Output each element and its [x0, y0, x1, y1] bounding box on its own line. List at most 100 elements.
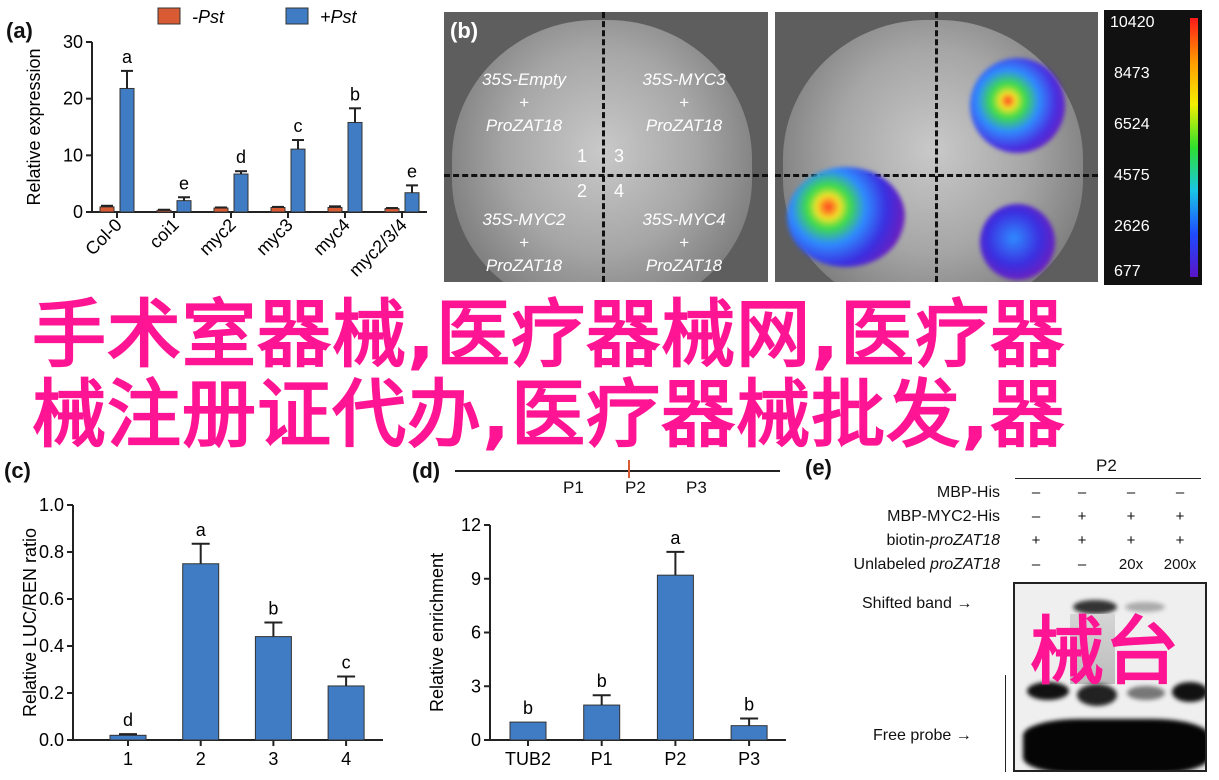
colorbar: 10420 8473 6524 4575 2626 677	[1104, 10, 1202, 285]
x-tick-label: P3	[738, 749, 760, 769]
emsa-cell: –	[1077, 556, 1087, 573]
arrow-icon: →	[956, 595, 973, 612]
colorbar-tick: 4575	[1114, 167, 1150, 184]
significance-letter: c	[294, 116, 303, 136]
emsa-cell: –	[1031, 508, 1041, 525]
emsa-cell: –	[1077, 484, 1087, 501]
bar	[182, 563, 220, 741]
x-tick-label: 4	[341, 749, 351, 769]
y-tick-label: 0.2	[39, 683, 64, 703]
panel-label-e: (e)	[805, 455, 832, 480]
x-tick-label: P1	[591, 749, 613, 769]
emsa-cell: +	[1077, 532, 1087, 549]
significance-letter: e	[179, 173, 189, 193]
y-tick-label: 0.6	[39, 589, 64, 609]
x-tick-label: myc3	[252, 215, 297, 260]
arrow-icon: →	[955, 727, 972, 744]
bar	[254, 636, 292, 741]
emsa-cell: –	[1031, 484, 1041, 501]
y-tick-label: 0.8	[39, 542, 64, 562]
significance-letter: d	[236, 147, 246, 167]
emsa-cell: +	[1126, 532, 1136, 549]
emsa-gel-image	[1013, 582, 1207, 772]
bar	[327, 206, 343, 213]
bar	[270, 206, 286, 213]
overlay-text-line-3: 械台	[1030, 609, 1180, 695]
x-tick-label: Col-0	[81, 215, 126, 260]
y-tick-label: 10	[63, 145, 83, 165]
emsa-cell: +	[1175, 532, 1185, 549]
significance-letter: e	[407, 161, 417, 181]
y-axis-label: Relative LUC/REN ratio	[20, 528, 40, 717]
quadrant-number-1: 1	[577, 146, 588, 166]
bar	[99, 206, 115, 213]
y-tick-label: 0.0	[39, 730, 64, 750]
emsa-cell: –	[1126, 484, 1136, 501]
panel-label-a: (a)	[6, 18, 33, 43]
emsa-row-label: Unlabeled proZAT18	[853, 556, 1000, 573]
chart-relative-enrichment: 0 3 6 9 12 Relative enrichment TUB2 b P1 b P2 a P3 b	[427, 515, 786, 769]
x-tick-label: 1	[123, 749, 133, 769]
y-tick-label: 0.4	[39, 636, 64, 656]
y-tick-label: 3	[471, 676, 481, 696]
significance-letter: d	[123, 710, 133, 730]
quadrant-number-2: 2	[577, 181, 588, 201]
bar	[384, 208, 400, 213]
y-tick-label: 0	[471, 730, 481, 750]
overlay-text-line-2: 械注册证代办,医疗器械批发,器	[32, 372, 1066, 458]
significance-letter: c	[342, 653, 351, 673]
bar	[233, 173, 249, 213]
y-tick-label: 12	[461, 515, 481, 535]
leaf-image-brightfield: 35S-Empty + ProZAT18 35S-MYC3 + ProZAT18…	[444, 12, 768, 282]
significance-letter: b	[597, 671, 607, 691]
significance-letter: a	[196, 520, 207, 540]
quadrant-2-label: 35S-MYC2 + ProZAT18	[482, 210, 566, 275]
emsa-cell: 200x	[1163, 556, 1197, 573]
signal-quadrant-2	[787, 167, 905, 267]
y-axis-label: Relative enrichment	[427, 553, 447, 712]
quadrant-3-label: 35S-MYC3 + ProZAT18	[642, 70, 726, 135]
bar	[290, 148, 306, 213]
significance-letter: a	[670, 528, 681, 548]
chart-luc-ren-ratio: 0.0 0.2 0.4 0.6 0.8 1.0 Relative LUC/REN ratio…	[20, 495, 383, 769]
diagram-label-p1: P1	[563, 478, 584, 497]
emsa-row-label: biotin-proZAT18	[886, 532, 1000, 549]
y-tick-label: 30	[63, 32, 83, 52]
x-tick-label: TUB2	[505, 749, 551, 769]
emsa-cell: –	[1175, 484, 1185, 501]
panel-label-b: (b)	[450, 18, 479, 43]
emsa-cell: +	[1031, 532, 1041, 549]
bar	[656, 574, 694, 741]
emsa-cell: +	[1175, 508, 1185, 525]
emsa-header-line	[1015, 478, 1201, 479]
signal-quadrant-3	[970, 58, 1065, 153]
bar	[730, 725, 768, 741]
x-tick-label: myc2/3/4	[345, 215, 411, 281]
free-probe-bracket	[1005, 675, 1006, 772]
emsa-row-label: MBP-MYC2-His	[887, 508, 1000, 525]
x-tick-label: 3	[268, 749, 278, 769]
quadrant-number-3: 3	[614, 146, 625, 166]
x-tick-label: coi1	[145, 215, 182, 252]
significance-letter: a	[122, 47, 133, 67]
emsa-row-label: MBP-His	[936, 484, 1000, 501]
significance-letter: b	[744, 695, 754, 715]
significance-letter: b	[350, 84, 360, 104]
diagram-label-p2: P2	[625, 478, 646, 497]
legend-label: +Pst	[320, 7, 358, 27]
shifted-band-label: Shifted band →	[862, 595, 973, 612]
emsa-cell: 20x	[1118, 556, 1144, 573]
chart-relative-expression: 0 10 20 30 Relative expression Col-0 a coi1 e myc…	[24, 7, 427, 281]
y-tick-label: 6	[471, 623, 481, 643]
gene-diagram-line	[455, 470, 780, 472]
bar	[583, 704, 621, 741]
y-tick-label: 0	[73, 202, 83, 222]
colorbar-tick: 8473	[1114, 65, 1150, 82]
panel-label-c: (c)	[4, 458, 31, 483]
diagram-label-p3: P3	[686, 478, 707, 497]
bar	[176, 200, 192, 213]
colorbar-tick: 2626	[1114, 218, 1150, 235]
bar	[509, 721, 547, 741]
y-axis-label: Relative expression	[24, 48, 44, 205]
shifted-band-lane2	[1073, 600, 1117, 614]
